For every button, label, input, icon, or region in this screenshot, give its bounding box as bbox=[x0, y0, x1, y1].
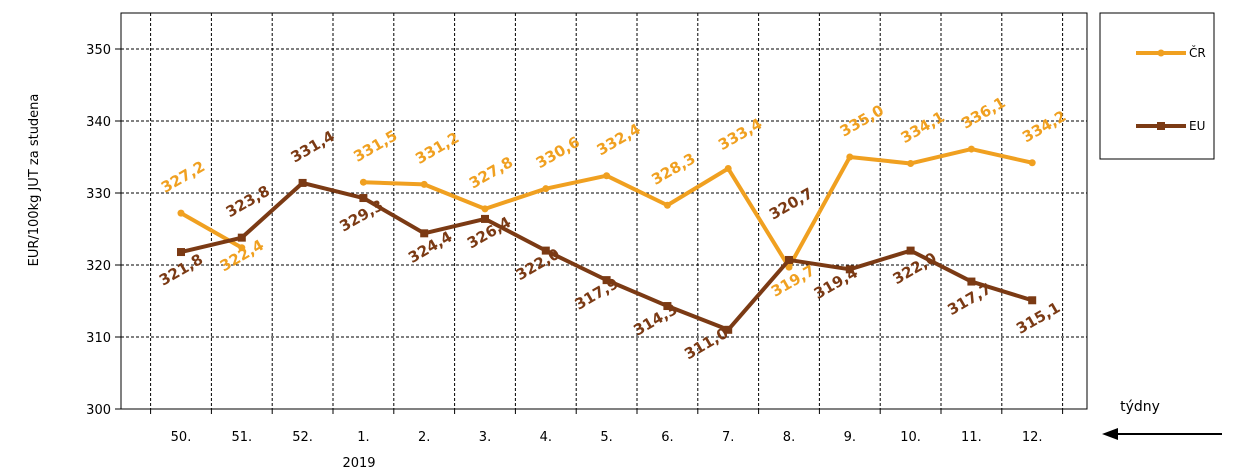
data-point-cr bbox=[724, 165, 732, 173]
plot-area-border bbox=[120, 12, 1088, 410]
series-layer bbox=[177, 145, 1037, 334]
data-label-eu: 314,3 bbox=[630, 300, 680, 339]
data-label-cr: 335,0 bbox=[837, 101, 887, 140]
data-point-cr bbox=[785, 263, 793, 271]
x-tick-label: 9. bbox=[844, 430, 856, 445]
data-label-cr: 327,2 bbox=[158, 157, 208, 196]
y-tick-label: 350 bbox=[86, 43, 111, 58]
data-point-cr bbox=[359, 178, 367, 186]
data-point-cr bbox=[907, 159, 915, 167]
data-point-cr bbox=[846, 153, 854, 161]
data-point-eu bbox=[177, 248, 185, 257]
grid bbox=[121, 13, 1087, 409]
data-point-cr bbox=[663, 201, 671, 209]
x-tick-label: 1. bbox=[357, 430, 369, 445]
data-label-cr: 332,4 bbox=[594, 120, 644, 159]
x-tick-label: 8. bbox=[783, 430, 795, 445]
data-label-cr: 328,3 bbox=[648, 149, 698, 188]
data-point-cr bbox=[238, 244, 246, 252]
data-point-cr bbox=[481, 205, 489, 213]
data-label-eu: 321,8 bbox=[156, 250, 206, 289]
y-ticks: 300 310 320 330 340 350 bbox=[86, 43, 121, 418]
data-point-eu bbox=[663, 302, 672, 311]
x-tick-label: 52. bbox=[292, 430, 313, 445]
x-tick-label: 10. bbox=[900, 430, 921, 445]
y-tick-label: 320 bbox=[86, 259, 111, 274]
data-point-eu bbox=[602, 276, 611, 285]
data-label-cr: 334,1 bbox=[898, 108, 948, 147]
data-point-eu bbox=[541, 246, 550, 255]
x-tick-label: 2. bbox=[418, 430, 430, 445]
series-line-cr bbox=[363, 147, 1033, 270]
data-point-eu bbox=[298, 178, 307, 187]
data-label-eu: 320,7 bbox=[766, 184, 816, 223]
data-label-cr: 327,8 bbox=[466, 153, 516, 192]
data-label-eu: 319,4 bbox=[811, 263, 861, 302]
x-axis-note: týdny bbox=[1120, 399, 1160, 415]
data-point-cr bbox=[1028, 159, 1036, 167]
legend-box bbox=[1099, 12, 1215, 160]
legend: ČR EU bbox=[1099, 12, 1215, 160]
data-point-eu bbox=[967, 277, 976, 286]
y-tick-label: 300 bbox=[86, 403, 111, 418]
legend-entry-eu: EU bbox=[1136, 119, 1205, 133]
data-point-eu bbox=[1028, 296, 1037, 305]
x-tick-label: 5. bbox=[600, 430, 612, 445]
x-tick-label: 51. bbox=[231, 430, 252, 445]
data-point-cr bbox=[420, 180, 428, 188]
legend-entry-cr: ČR bbox=[1136, 45, 1206, 60]
year-label: 2019 bbox=[342, 456, 375, 470]
legend-label-cr: ČR bbox=[1189, 45, 1206, 60]
y-tick-label: 340 bbox=[86, 115, 111, 130]
x-ticks: 50. 51. 52. 1. 2. 3. 4. 5. 6. 7. 8. 9. 10. 11. 12. bbox=[150, 409, 1064, 445]
data-label-eu: 317,9 bbox=[572, 274, 622, 313]
data-label-cr: 336,1 bbox=[958, 93, 1008, 132]
plot-frame bbox=[120, 12, 1088, 410]
y-axis-label: EUR/100kg JUT za studena bbox=[27, 94, 42, 267]
data-label-eu: 322,0 bbox=[513, 245, 563, 284]
data-label-cr: 331,2 bbox=[412, 129, 462, 168]
data-label-cr: 330,6 bbox=[533, 133, 583, 172]
y-tick-label: 310 bbox=[86, 331, 111, 346]
data-point-eu bbox=[785, 255, 793, 264]
arrow-left-icon bbox=[1102, 428, 1222, 440]
data-point-eu bbox=[724, 325, 733, 334]
data-label-cr: 334,2 bbox=[1019, 107, 1069, 146]
data-label-eu: 331,4 bbox=[288, 127, 338, 166]
data-point-cr bbox=[967, 145, 975, 153]
data-point-eu bbox=[420, 229, 429, 238]
data-label-eu: 311,0 bbox=[681, 324, 731, 363]
x-tick-label: 12. bbox=[1022, 430, 1043, 445]
x-tick-label: 50. bbox=[171, 430, 192, 445]
series-line-eu bbox=[180, 180, 1033, 332]
data-point-cr bbox=[542, 185, 550, 193]
data-point-eu bbox=[237, 233, 246, 242]
data-point-cr bbox=[177, 209, 185, 217]
data-point-eu bbox=[481, 214, 489, 223]
y-tick-label: 330 bbox=[86, 187, 111, 202]
data-label-eu: 329,3 bbox=[336, 196, 386, 235]
x-tick-label: 6. bbox=[661, 430, 673, 445]
x-tick-label: 3. bbox=[479, 430, 491, 445]
data-label-eu: 317,7 bbox=[944, 280, 994, 319]
data-label-eu: 315,1 bbox=[1013, 298, 1063, 337]
data-point-cr bbox=[603, 172, 611, 180]
data-point-eu bbox=[359, 194, 368, 203]
x-tick-label: 7. bbox=[722, 430, 734, 445]
data-point-eu bbox=[906, 246, 915, 255]
x-tick-label: 4. bbox=[540, 430, 552, 445]
x-tick-label: 11. bbox=[961, 430, 982, 445]
data-point-eu bbox=[845, 265, 854, 274]
data-label-cr: 319,7 bbox=[768, 261, 818, 300]
legend-label-eu: EU bbox=[1189, 119, 1205, 133]
data-label-cr: 331,5 bbox=[350, 126, 400, 165]
